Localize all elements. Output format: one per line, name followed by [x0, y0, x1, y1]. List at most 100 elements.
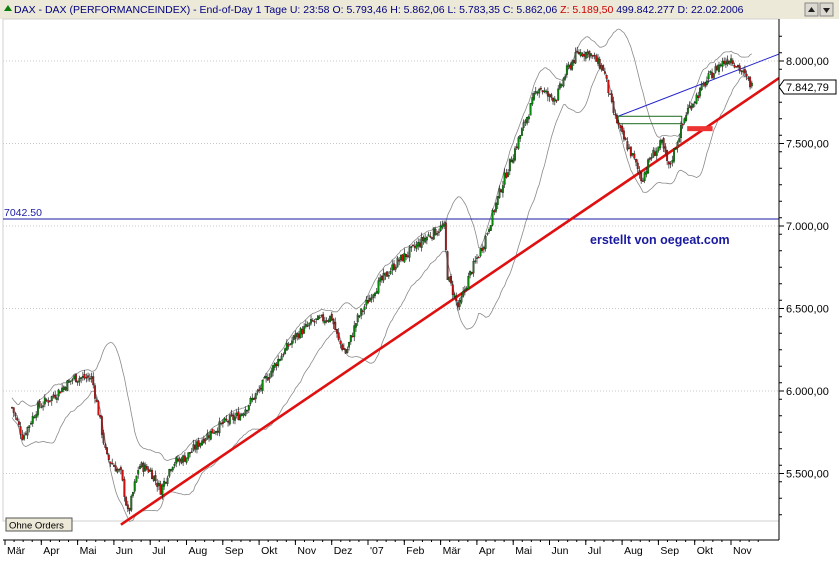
candle-body — [173, 464, 176, 466]
candle-body — [313, 321, 316, 323]
candle-body — [138, 465, 141, 470]
candle-body — [14, 412, 17, 417]
candle-body — [111, 463, 114, 465]
candle-body — [714, 66, 717, 73]
ohne-orders-button[interactable]: Ohne Orders — [5, 517, 73, 532]
candle-body — [567, 64, 570, 67]
candle-body — [194, 444, 197, 450]
candle-body — [678, 138, 681, 143]
candle-body — [287, 344, 290, 347]
candle-body — [583, 54, 586, 57]
candle-body — [114, 465, 117, 472]
x-tick-label: Jun — [552, 545, 569, 556]
candle-body — [294, 333, 297, 339]
candle-body — [519, 135, 522, 139]
candle-body — [342, 347, 345, 350]
candle-body — [253, 397, 255, 400]
stop-marker[interactable] — [687, 126, 713, 132]
candle-body — [344, 349, 347, 354]
candle-body — [565, 65, 568, 75]
candle-body — [699, 87, 701, 97]
candle-body — [505, 172, 508, 178]
candle-body — [448, 276, 451, 282]
candle-body — [631, 153, 634, 156]
candle-body — [664, 146, 667, 153]
candle-body — [370, 297, 373, 300]
y-tick-label: 6.000,00 — [786, 386, 829, 398]
candle-body — [296, 332, 299, 337]
candle-body — [692, 103, 695, 108]
candle-body — [569, 64, 572, 69]
candle-body — [724, 61, 727, 65]
candle-body — [434, 228, 437, 236]
candle-body — [334, 321, 337, 331]
header-sep-2: - — [193, 4, 199, 16]
candle-body — [688, 105, 691, 108]
candle-body — [747, 77, 750, 80]
blue-upper-trendline[interactable] — [618, 53, 780, 117]
candle-body — [147, 468, 150, 473]
candle-body — [652, 149, 655, 158]
candle-body — [564, 76, 567, 80]
header-field-label: Z: — [557, 4, 572, 16]
x-tick-label: Sep — [660, 545, 679, 556]
candle-body — [550, 94, 553, 98]
level-line-label: 7042.50 — [4, 207, 42, 219]
support-zone-box[interactable] — [617, 115, 683, 125]
candle-body — [75, 373, 77, 383]
candle-body — [230, 413, 233, 416]
candle-body — [728, 61, 731, 65]
candle-body — [546, 91, 549, 97]
header-field-label: D: — [675, 4, 691, 16]
candle-body — [719, 64, 722, 67]
candle-body — [548, 94, 551, 98]
candle-body — [284, 348, 287, 354]
candle-body — [64, 387, 67, 390]
x-tick-label: Mai — [80, 545, 97, 556]
x-tick-label: Jul — [152, 545, 165, 556]
candle-body — [237, 411, 240, 420]
candle-body — [700, 84, 703, 90]
candle-body — [121, 469, 124, 481]
candle-body — [731, 60, 734, 64]
y-tick-label: 5.500,00 — [786, 469, 829, 481]
candle-body — [676, 142, 679, 149]
candle-body — [106, 447, 109, 455]
candle-body — [584, 52, 587, 59]
candle-body — [304, 324, 307, 327]
candle-body — [463, 289, 466, 291]
candle-body — [460, 296, 463, 303]
candle-body — [239, 414, 242, 421]
candle-body — [512, 158, 515, 164]
x-tick-label: Jul — [588, 545, 601, 556]
candle-body — [92, 376, 95, 386]
candle-body — [501, 185, 504, 193]
candle-body — [102, 432, 105, 444]
candle-body — [244, 409, 247, 416]
candle-body — [465, 287, 468, 290]
x-tick-label: Mär — [7, 545, 26, 556]
x-tick-label: Okt — [261, 545, 277, 556]
header-icon[interactable] — [4, 5, 12, 11]
candle-body — [412, 244, 414, 247]
watermark-text: erstellt von oegeat.com — [590, 233, 730, 247]
candle-body — [457, 302, 459, 308]
candle-body — [266, 377, 269, 381]
header-field-value: 499.842.277 — [616, 4, 675, 16]
chart-type-icon — [4, 5, 12, 11]
header-field-value: 23:58 — [303, 4, 329, 16]
candle-body — [539, 87, 542, 90]
overlays — [687, 126, 713, 132]
candle-body — [306, 325, 309, 327]
header-field-value: 5.783,35 — [459, 4, 500, 16]
candle-body — [726, 59, 729, 64]
x-tick-label: Nov — [297, 545, 316, 556]
candle-body — [396, 257, 399, 268]
red-support-trendline[interactable] — [120, 77, 780, 526]
header-symbol: DAX — [14, 4, 36, 16]
candle-body — [199, 442, 202, 447]
candle-body — [270, 370, 273, 378]
candle-body — [142, 463, 145, 472]
header-scroll-arrows[interactable] — [804, 2, 834, 17]
y-tick-label: 8.000,00 — [786, 56, 829, 68]
